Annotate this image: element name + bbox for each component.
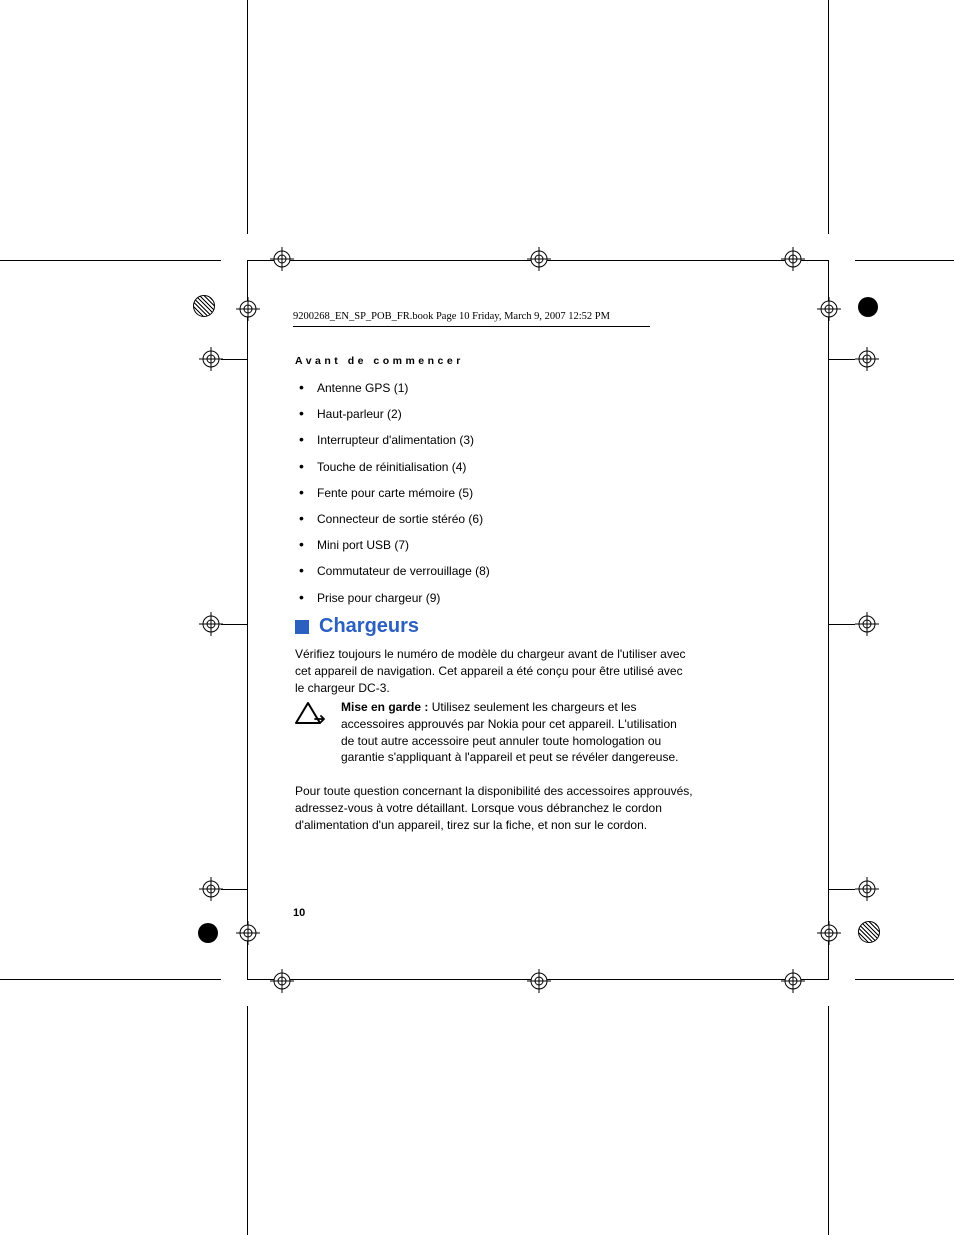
register-dot-icon	[858, 297, 878, 317]
register-mark-icon	[199, 612, 223, 636]
register-mark-icon	[781, 969, 805, 993]
crop-line	[829, 624, 855, 625]
crop-line	[221, 624, 247, 625]
register-mark-icon	[781, 247, 805, 271]
list-item: Antenne GPS (1)	[295, 380, 685, 396]
list-item: Haut-parleur (2)	[295, 406, 685, 422]
list-item: Mini port USB (7)	[295, 537, 685, 553]
crop-line	[0, 260, 221, 261]
list-item: Connecteur de sortie stéréo (6)	[295, 511, 685, 527]
warning-icon	[295, 699, 327, 766]
warning-block: Mise en garde : Utilisez seulement les c…	[295, 699, 693, 766]
crop-line	[855, 260, 954, 261]
warning-label: Mise en garde :	[341, 700, 428, 714]
list-item: Touche de réinitialisation (4)	[295, 459, 685, 475]
register-mark-icon	[817, 297, 841, 321]
crop-line	[247, 0, 248, 234]
crop-line	[829, 359, 855, 360]
heading-text: Chargeurs	[319, 615, 419, 638]
crop-line	[829, 889, 855, 890]
chargeurs-heading: Chargeurs	[295, 615, 419, 638]
crop-line	[247, 1006, 248, 1235]
crop-line	[221, 889, 247, 890]
register-mark-icon	[270, 969, 294, 993]
paragraph-note: Pour toute question concernant la dispon…	[295, 783, 693, 833]
feature-list: Antenne GPS (1) Haut-parleur (2) Interru…	[295, 380, 685, 616]
page-number: 10	[293, 907, 305, 919]
paragraph-intro: Vérifiez toujours le numéro de modèle du…	[295, 646, 693, 696]
register-mark-icon	[270, 247, 294, 271]
crop-line	[221, 359, 247, 360]
crop-line	[828, 0, 829, 234]
header-rule	[293, 326, 650, 327]
crop-line	[828, 1006, 829, 1235]
register-mark-icon	[236, 921, 260, 945]
register-dot-icon	[198, 923, 218, 943]
list-item: Interrupteur d'alimentation (3)	[295, 432, 685, 448]
section-label: Avant de commencer	[295, 355, 464, 367]
register-mark-icon	[527, 969, 551, 993]
crop-line	[0, 979, 221, 980]
book-header: 9200268_EN_SP_POB_FR.book Page 10 Friday…	[293, 311, 610, 322]
register-mark-icon	[855, 347, 879, 371]
register-mark-icon	[193, 295, 215, 317]
list-item: Commutateur de verrouillage (8)	[295, 563, 685, 579]
register-mark-icon	[858, 921, 880, 943]
warning-text: Mise en garde : Utilisez seulement les c…	[341, 699, 693, 766]
register-mark-icon	[855, 612, 879, 636]
register-mark-icon	[855, 877, 879, 901]
list-item: Fente pour carte mémoire (5)	[295, 485, 685, 501]
heading-square-icon	[295, 620, 309, 634]
register-mark-icon	[236, 297, 260, 321]
register-mark-icon	[527, 247, 551, 271]
list-item: Prise pour chargeur (9)	[295, 590, 685, 606]
register-mark-icon	[199, 877, 223, 901]
crop-line	[855, 979, 954, 980]
register-mark-icon	[199, 347, 223, 371]
register-mark-icon	[817, 921, 841, 945]
